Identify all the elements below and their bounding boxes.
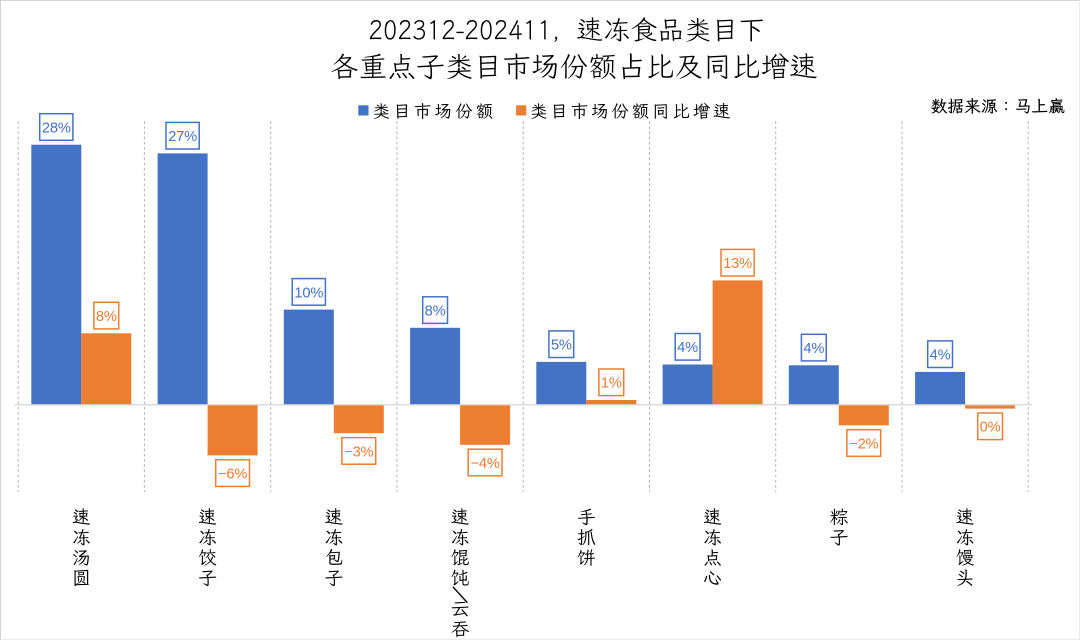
svg-text:4%: 4% xyxy=(930,348,951,364)
svg-text:27%: 27% xyxy=(168,129,197,145)
svg-text:5%: 5% xyxy=(551,338,572,354)
svg-text:−4%: −4% xyxy=(470,456,499,472)
svg-text:8%: 8% xyxy=(96,309,117,325)
svg-text:13%: 13% xyxy=(723,256,752,272)
svg-text:−6%: −6% xyxy=(218,467,247,483)
svg-text:28%: 28% xyxy=(42,120,71,136)
svg-text:8%: 8% xyxy=(425,304,446,320)
svg-text:4%: 4% xyxy=(677,340,698,356)
svg-text:−2%: −2% xyxy=(849,436,878,452)
svg-text:0%: 0% xyxy=(980,420,1001,436)
svg-text:1%: 1% xyxy=(601,376,622,392)
svg-text:4%: 4% xyxy=(803,341,824,357)
svg-text:−3%: −3% xyxy=(344,444,373,460)
svg-text:10%: 10% xyxy=(294,285,323,301)
